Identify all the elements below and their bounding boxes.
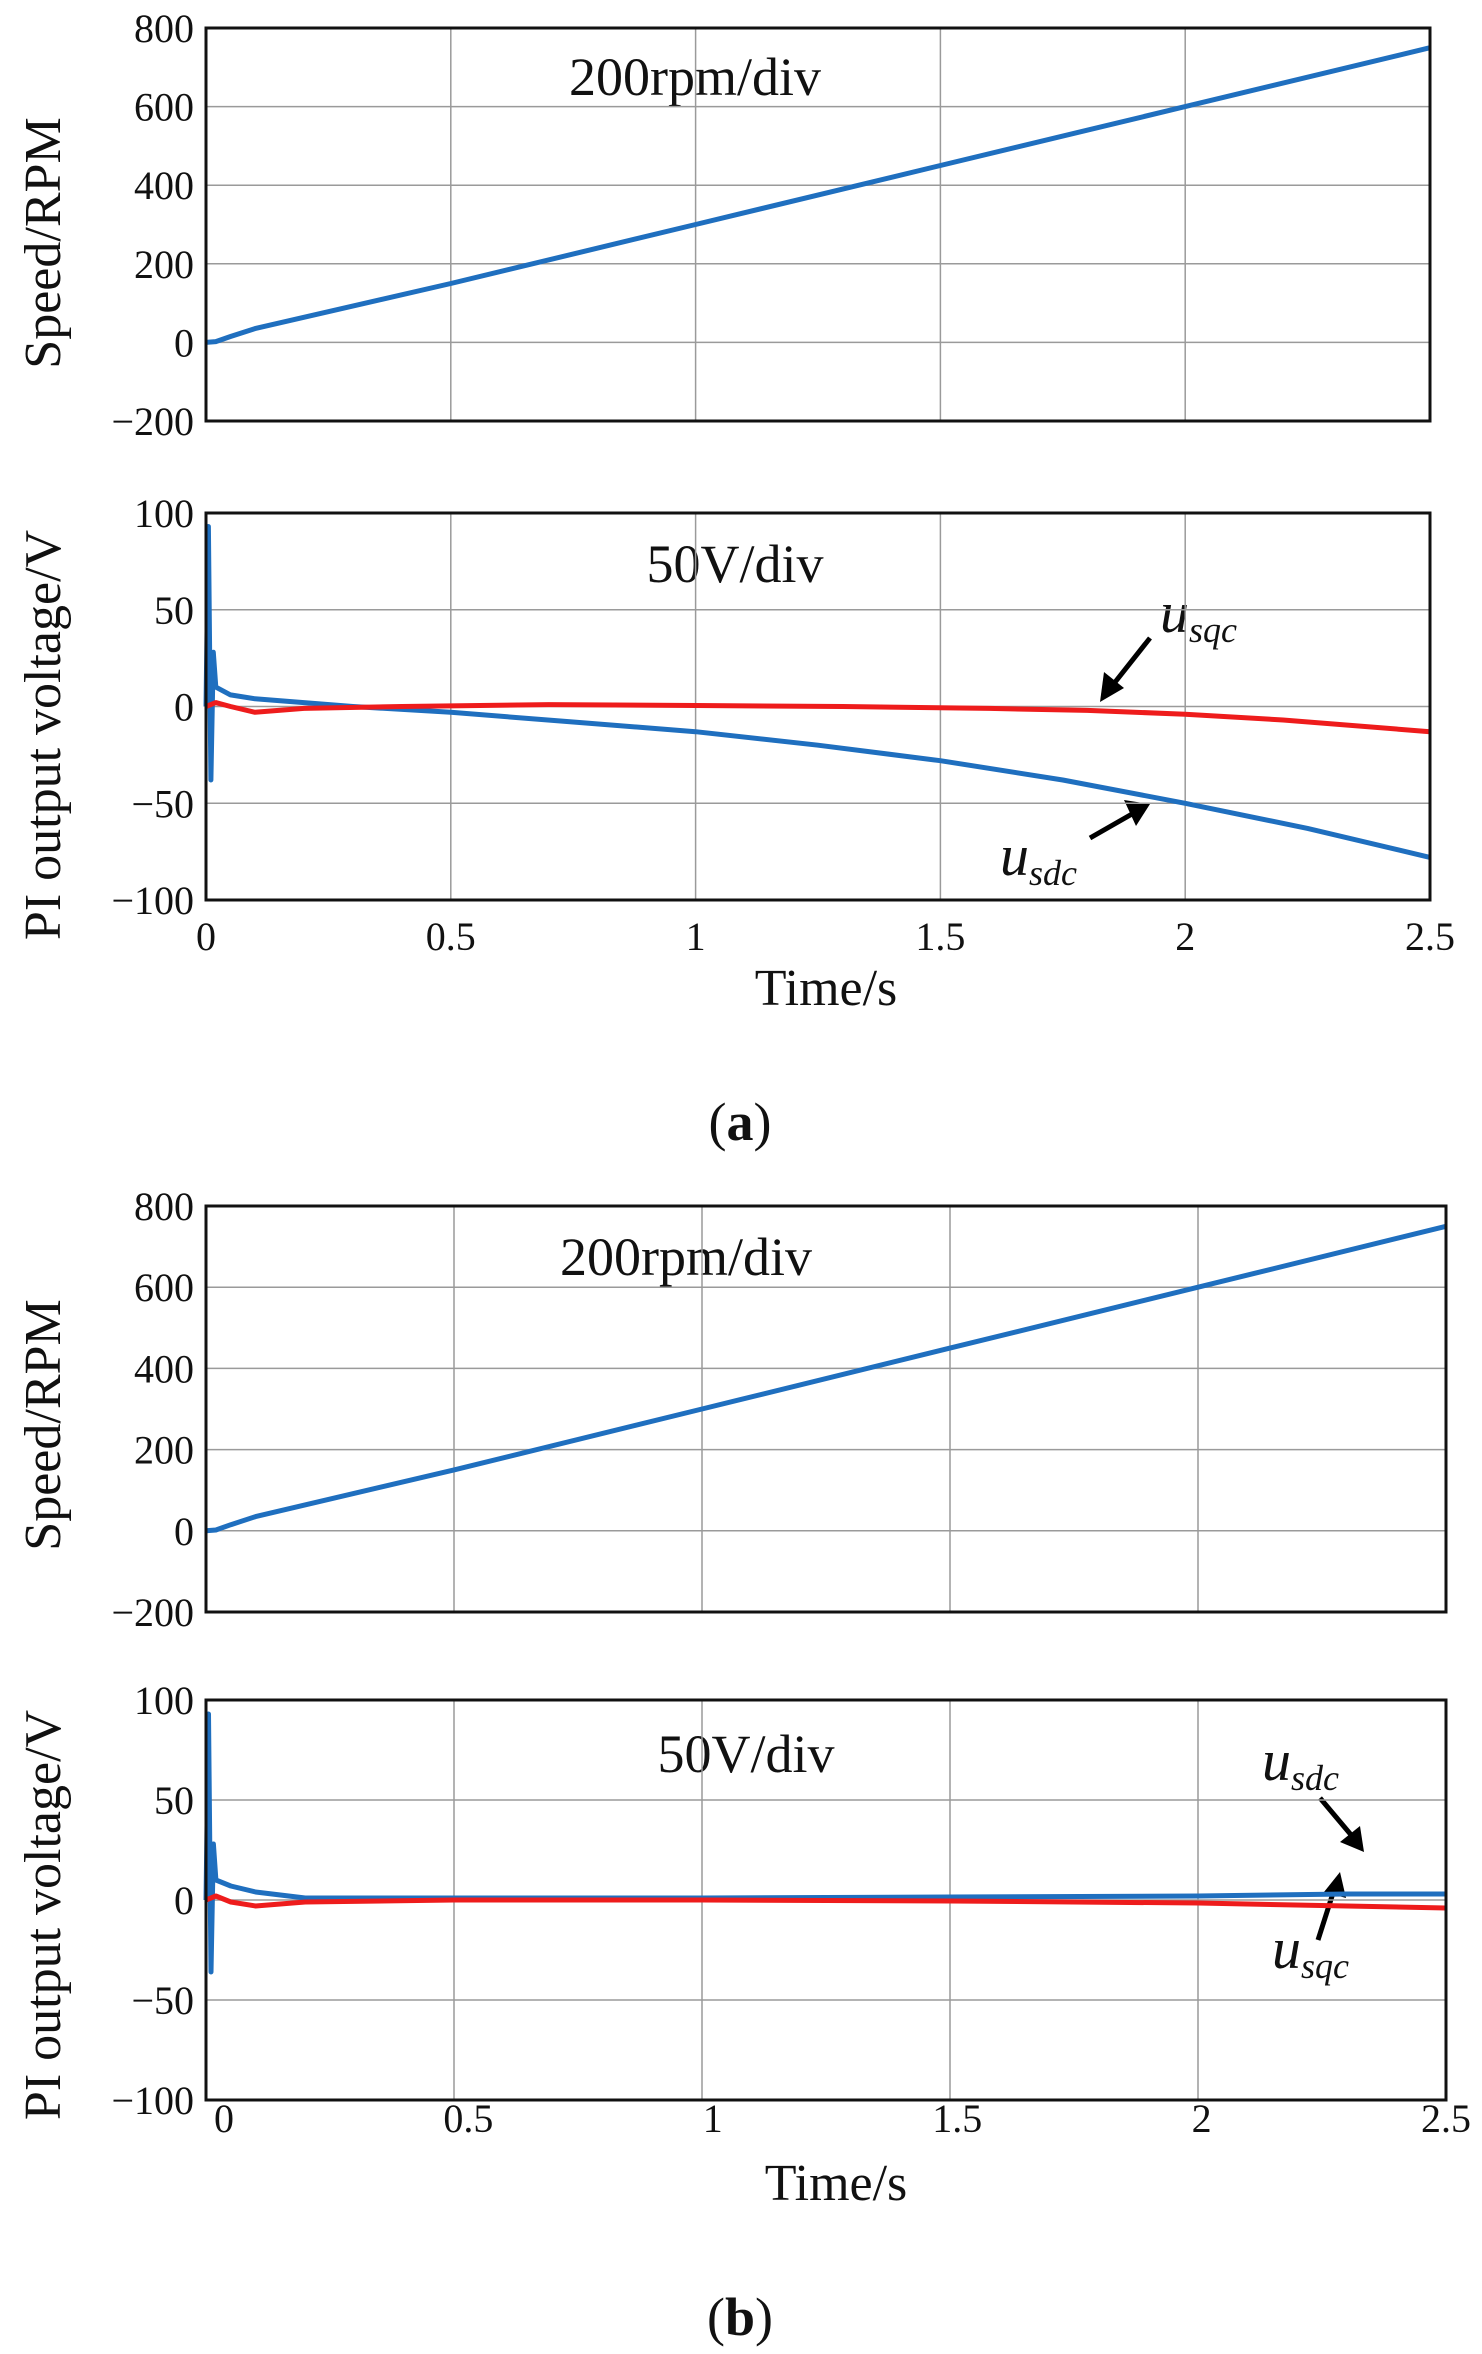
b-speed-annotation: 200rpm/div [560, 1227, 812, 1287]
b-voltage-ytick-label: −50 [131, 1978, 194, 2023]
b-voltage-xtick-label: 1.5 [932, 2096, 982, 2141]
b-voltage-plot: −100 −50 0 50 100 0 0.5 1 1.5 2 2.5 [111, 1678, 1471, 2141]
b-usdc-arrow [1318, 1796, 1354, 1838]
b-usdc-arrowhead [1340, 1826, 1364, 1852]
a-speed-frame [204, 26, 1432, 423]
b-usqc-label: usqc [1272, 1916, 1349, 1986]
panel-label-b: (b) [707, 2287, 773, 2347]
b-voltage-series-u_sdc [203, 1711, 1446, 1975]
b-voltage-xtick-label: 2 [1192, 2096, 1212, 2141]
b-speed-series-speed [205, 1223, 1447, 1534]
b-speed-plot: −200 0 200 400 600 800 [111, 1184, 1448, 1635]
a-usqc-arrowhead [1100, 672, 1124, 702]
b-voltage-xtick-label: 0.5 [443, 2096, 493, 2141]
b-voltage-series-u_sqc [205, 1893, 1447, 1911]
a-voltage-xtick-label: 0 [196, 914, 216, 959]
a-usdc-label: usdc [1000, 823, 1077, 893]
b-speed-ytick-label: 0 [174, 1509, 194, 1554]
b-speed-frame [204, 1204, 1448, 1614]
b-voltage-ytick-label: 100 [134, 1678, 194, 1723]
a-voltage-annotation: 50V/div [646, 534, 823, 594]
a-speed-ytick-label: −200 [111, 399, 194, 444]
a-voltage-ytick-label: −100 [111, 878, 194, 923]
b-speed-ytick-label: 400 [134, 1346, 194, 1391]
a-voltage-series-u_sqc [205, 700, 1431, 735]
a-speed-ytick-label: 400 [134, 163, 194, 208]
a-speed-ytick-label: 600 [134, 85, 194, 130]
a-voltage-ytick-label: 100 [134, 491, 194, 536]
b-speed-ytick-label: 600 [134, 1265, 194, 1310]
b-speed-ytick-label: 800 [134, 1184, 194, 1229]
b-voltage-ytick-label: −100 [111, 2078, 194, 2123]
b-usqc-arrowhead [1324, 1872, 1346, 1898]
arrows [1088, 636, 1364, 1941]
a-usdc-arrow [1088, 811, 1134, 841]
a-speed-series-speed [205, 45, 1431, 345]
b-voltage-annotation: 50V/div [657, 1724, 834, 1784]
b-voltage-xtick-label: 2.5 [1421, 2096, 1471, 2141]
b-voltage-ytick-label: 0 [174, 1878, 194, 1923]
a-voltage-xtick-label: 2 [1175, 914, 1195, 959]
b-speed-ytick-label: −200 [111, 1590, 194, 1635]
a-voltage-ylabel: PI output voltage/V [15, 530, 72, 940]
b-voltage-xlabel: Time/s [765, 2155, 908, 2212]
b-usdc-label: usdc [1262, 1728, 1339, 1798]
b-voltage-ylabel: PI output voltage/V [15, 1710, 72, 2120]
a-voltage-xtick-label: 1 [686, 914, 706, 959]
a-speed-ylabel: Speed/RPM [15, 117, 72, 368]
a-voltage-xtick-label: 2.5 [1405, 914, 1455, 959]
a-voltage-xtick-label: 1.5 [915, 914, 965, 959]
a-voltage-ytick-label: 50 [154, 588, 194, 633]
a-voltage-series-u_sdc [203, 524, 1431, 860]
b-voltage-xtick-label: 1 [703, 2096, 723, 2141]
b-usqc-arrow [1315, 1889, 1337, 1941]
a-voltage-xlabel: Time/s [755, 960, 898, 1017]
b-voltage-ytick-label: 50 [154, 1778, 194, 1823]
a-voltage-frame [204, 511, 1432, 902]
a-usdc-arrowhead [1124, 800, 1150, 826]
a-usqc-label: usqc [1160, 580, 1237, 650]
panel-label-a: (a) [709, 1092, 772, 1152]
a-speed-ytick-label: 800 [134, 6, 194, 51]
b-speed-ytick-label: 200 [134, 1428, 194, 1473]
b-voltage-frame [204, 1698, 1448, 2102]
a-usqc-arrow [1110, 636, 1152, 688]
b-speed-ylabel: Speed/RPM [15, 1299, 72, 1550]
a-speed-plot: −200 0 200 400 600 800 [111, 6, 1432, 444]
a-voltage-ytick-label: −50 [131, 781, 194, 826]
a-speed-ytick-label: 0 [174, 320, 194, 365]
a-voltage-xtick-label: 0.5 [426, 914, 476, 959]
b-voltage-xtick-label: 0 [214, 2096, 234, 2141]
a-voltage-ytick-label: 0 [174, 685, 194, 730]
a-voltage-plot: −100 −50 0 50 100 0 0.5 1 1.5 2 2.5 [111, 491, 1455, 959]
a-speed-ytick-label: 200 [134, 242, 194, 287]
